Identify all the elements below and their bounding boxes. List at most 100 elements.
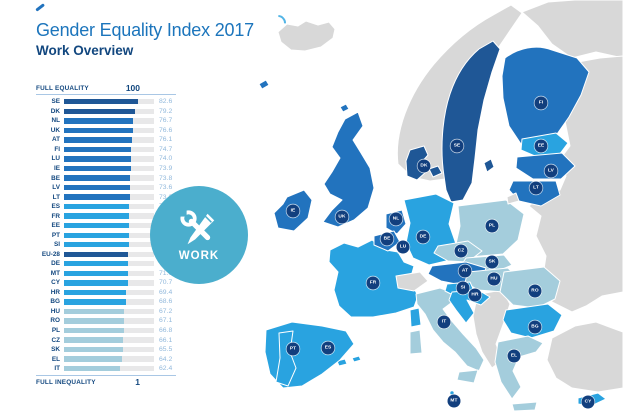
country-value: 73.8 (159, 174, 173, 182)
bar-fill (64, 299, 126, 305)
map-country-greece (494, 335, 544, 400)
country-code: IE (53, 164, 60, 172)
bar-fill (64, 156, 131, 162)
bar-fill (64, 356, 122, 362)
table-row: IT 62.4 (36, 364, 176, 374)
country-code: SE (51, 98, 60, 106)
country-code: FI (54, 145, 60, 153)
country-value: 71.0 (159, 269, 173, 277)
country-code: FR (51, 212, 60, 220)
bar-fill (64, 194, 130, 200)
table-row: BG 68.6 (36, 297, 176, 307)
bar-fill (64, 127, 133, 134)
country-value: 74.0 (159, 155, 173, 163)
table-row: CZ 66.1 (36, 335, 176, 345)
bar-track (64, 242, 154, 248)
bar-track (64, 222, 154, 229)
full-inequality-value: 1 (135, 377, 140, 388)
country-code: CZ (51, 336, 60, 344)
bar-track (64, 146, 154, 153)
bar-fill (64, 365, 121, 372)
bar-fill (64, 346, 123, 353)
country-value: 74.7 (159, 145, 173, 153)
table-row: DE71.4 (36, 259, 176, 269)
map-country-ireland (273, 189, 313, 232)
bar-track (64, 327, 154, 334)
map-country-switzerland (395, 271, 429, 292)
bar-fill (64, 108, 136, 114)
country-code: HR (50, 288, 60, 296)
table-row: LV 73.6 (36, 183, 176, 193)
map-country-iceland (277, 20, 336, 52)
country-code: EL (51, 355, 60, 363)
table-row: AT 76.1 (36, 135, 176, 145)
table-row: CY 70.7 (36, 278, 176, 288)
country-value: 73.9 (159, 164, 173, 172)
bar-track (64, 270, 154, 277)
country-code: EU-28 (41, 250, 60, 258)
bar-track (64, 184, 154, 191)
bar-track (64, 127, 154, 134)
country-value: 76.1 (159, 136, 173, 144)
country-value: 69.4 (159, 288, 173, 296)
full-equality-label: FULL EQUALITY (36, 84, 89, 92)
country-code: MT (50, 269, 60, 277)
country-value: 73.2 (159, 193, 173, 201)
country-code: PL (51, 327, 60, 335)
bar-fill (64, 327, 125, 334)
country-value: 67.2 (159, 307, 173, 315)
map-island-balearic-2 (351, 355, 362, 363)
table-row: PL 66.8 (36, 326, 176, 336)
bar-track (64, 108, 154, 114)
bar-fill (64, 289, 127, 296)
table-row: LT 73.2 (36, 192, 176, 202)
country-code: LV (52, 184, 60, 192)
table-row: LU 74.0 (36, 154, 176, 164)
country-value: 66.1 (159, 336, 173, 344)
work-badge: WORK (150, 186, 248, 284)
map-island-corsica (409, 307, 422, 328)
bar-fill (64, 280, 128, 286)
bar-track (64, 318, 154, 324)
table-row: MT 71.0 (36, 269, 176, 279)
country-value: 65.5 (159, 346, 173, 354)
bar-track (64, 175, 154, 181)
map-country-netherlands (385, 209, 407, 235)
country-code: ES (51, 203, 60, 211)
country-code: SK (51, 346, 60, 354)
bar-track (64, 118, 154, 124)
map-country-united-kingdom (322, 111, 375, 228)
country-value: 73.6 (159, 184, 173, 192)
chart-rows: SE 82.6 DK 79.2 NL 76.7 UK 76.6 AT 76.1 FI 74.7 LU 74… (36, 94, 176, 377)
map-island-shetland (339, 103, 350, 113)
bar-fill (64, 261, 129, 267)
bar-track (64, 232, 154, 238)
country-code: LT (52, 193, 60, 201)
map-country-turkey (546, 321, 623, 393)
page-title: Gender Equality Index 2017 (36, 20, 254, 40)
map-region-kaliningrad (506, 192, 520, 205)
bar-fill (64, 184, 131, 191)
bar-fill (64, 203, 130, 210)
map-country-luxembourg (397, 243, 407, 254)
table-row: BE 73.8 (36, 173, 176, 183)
country-bar-chart: FULL EQUALITY 100 SE 82.6 DK 79.2 NL 76.7 UK 76… (36, 83, 186, 387)
bar-fill (64, 99, 139, 105)
table-row: FI 74.7 (36, 145, 176, 155)
bar-track (64, 99, 154, 105)
country-code: PT (51, 231, 60, 239)
map-island-gotland (483, 158, 495, 173)
country-code: BE (51, 174, 60, 182)
country-value: 64.2 (159, 355, 173, 363)
bar-fill (64, 242, 129, 248)
table-row: HR 69.4 (36, 288, 176, 298)
scale-top: FULL EQUALITY 100 (36, 83, 140, 93)
country-value: 62.4 (159, 365, 173, 373)
bar-track (64, 337, 154, 343)
header: Gender Equality Index 2017 Work Overview (36, 20, 254, 58)
bar-fill (64, 337, 124, 343)
bar-fill (64, 137, 133, 143)
scale-bottom: FULL INEQUALITY 1 (36, 377, 140, 387)
